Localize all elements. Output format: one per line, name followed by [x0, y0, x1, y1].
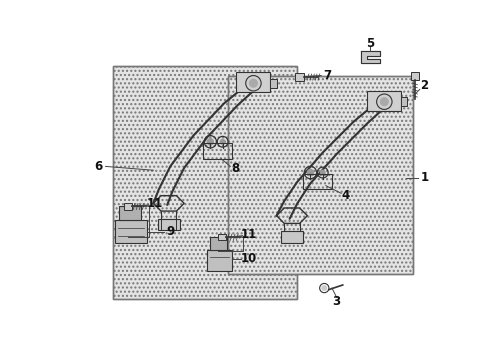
- Bar: [401, 97, 408, 106]
- Circle shape: [320, 170, 325, 175]
- Text: 11: 11: [147, 197, 163, 210]
- Bar: [207, 249, 232, 271]
- Bar: [303, 174, 332, 189]
- Bar: [270, 78, 276, 88]
- Text: 11: 11: [241, 228, 257, 240]
- Bar: [228, 76, 413, 274]
- Circle shape: [249, 80, 257, 87]
- Bar: [218, 234, 226, 240]
- Circle shape: [220, 139, 225, 144]
- Circle shape: [207, 139, 214, 145]
- Bar: [124, 203, 132, 210]
- Bar: [281, 231, 303, 243]
- Bar: [210, 237, 227, 249]
- Bar: [203, 143, 232, 159]
- Text: 1: 1: [420, 171, 428, 184]
- Bar: [295, 73, 304, 81]
- Circle shape: [307, 170, 314, 176]
- Text: 10: 10: [241, 252, 257, 265]
- Bar: [411, 72, 419, 80]
- Text: 4: 4: [342, 189, 350, 202]
- Bar: [113, 66, 297, 299]
- Circle shape: [381, 98, 388, 105]
- Polygon shape: [361, 51, 380, 63]
- Text: 5: 5: [367, 37, 374, 50]
- Bar: [113, 66, 297, 299]
- Text: 8: 8: [231, 162, 239, 175]
- Bar: [228, 76, 413, 274]
- Bar: [237, 72, 270, 93]
- Bar: [115, 220, 147, 243]
- Text: 7: 7: [323, 69, 331, 82]
- Text: 3: 3: [333, 296, 341, 309]
- Text: 2: 2: [420, 79, 428, 92]
- Bar: [158, 219, 179, 230]
- Circle shape: [322, 286, 327, 291]
- Bar: [120, 206, 141, 220]
- Text: 6: 6: [94, 160, 102, 173]
- Text: 9: 9: [166, 225, 174, 238]
- Bar: [368, 91, 401, 111]
